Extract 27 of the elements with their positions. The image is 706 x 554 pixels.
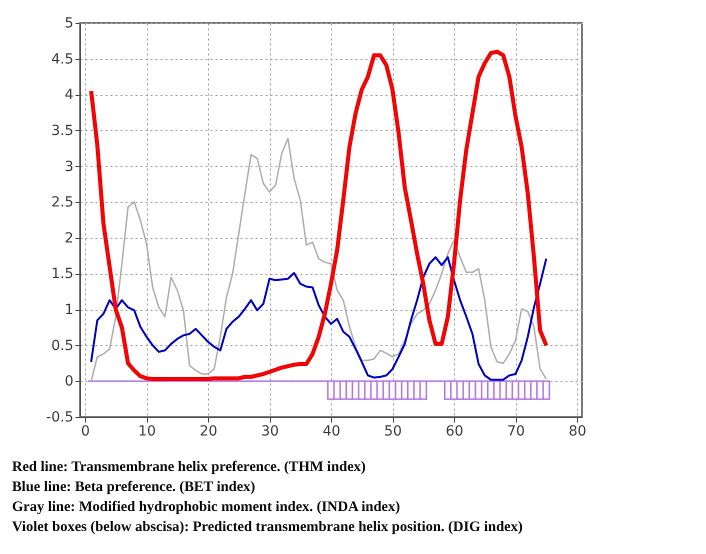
- x-tick-label: 80: [568, 424, 586, 440]
- line-series: [90, 256, 548, 381]
- x-tick-label: 0: [81, 424, 90, 440]
- x-tick-label: 70: [507, 424, 525, 440]
- y-tick-label: 3: [64, 158, 74, 175]
- text: Gray line: Modified hydrophobic moment index. (INDA index): [12, 498, 402, 517]
- y-tick-label: -0.5: [46, 410, 74, 426]
- y-tick-label: 4.5: [51, 51, 74, 68]
- y-tick-label: 2.5: [51, 194, 74, 211]
- text: Blue line: Beta preference. (BET index): [12, 478, 256, 497]
- y-tick-label: 3.5: [51, 122, 74, 139]
- x-tick-label: 40: [322, 424, 340, 440]
- y-tick-label: 1.5: [51, 266, 74, 282]
- y-tick-label: 2: [64, 230, 74, 246]
- text: Red line: Transmembrane helix preference. (THM index): [12, 458, 367, 477]
- x-tick-label: 60: [446, 424, 464, 440]
- y-tick-label: 5: [64, 16, 74, 32]
- y-tick-label: 1: [64, 302, 74, 318]
- x-tick-label: 30: [261, 424, 279, 440]
- x-tick-label: 10: [138, 424, 156, 440]
- x-tick-label: 20: [200, 424, 218, 440]
- y-tick-label: 4: [64, 87, 74, 104]
- x-tick-label: 50: [384, 424, 402, 440]
- y-tick-label: 0: [64, 374, 74, 390]
- text: Violet boxes (below abscisa): Predicted transmembrane helix position. (DIG index): [12, 518, 524, 537]
- line-series: [89, 50, 548, 382]
- y-tick-label: 0.5: [51, 338, 74, 354]
